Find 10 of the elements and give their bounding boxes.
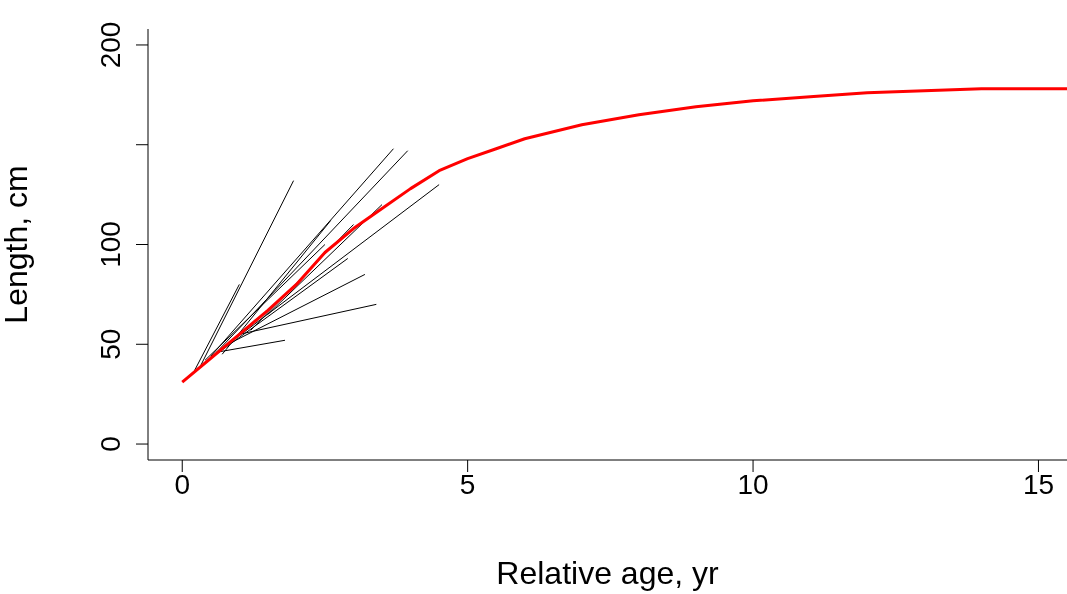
y-tick-label: 50 [95, 328, 126, 360]
y-tick-label: 100 [95, 221, 126, 268]
x-axis-title: Relative age, yr [496, 555, 720, 591]
y-axis-title: Length, cm [0, 165, 35, 324]
x-tick-label: 10 [737, 468, 769, 500]
y-tick-label: 0 [95, 436, 126, 452]
y-tick-label: 200 [95, 21, 126, 69]
x-tick-label: 0 [174, 468, 191, 500]
x-tick-label: 5 [459, 468, 476, 500]
x-tick-label: 15 [1022, 468, 1055, 500]
